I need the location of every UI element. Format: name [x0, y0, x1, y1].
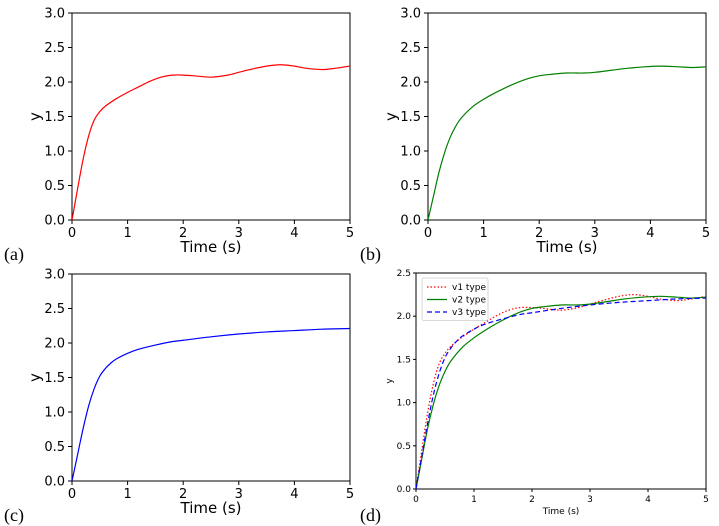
y-tick-label: 1.5	[44, 110, 65, 125]
y-tick-label: 2.5	[44, 302, 65, 317]
x-tick-label: 2	[535, 226, 543, 241]
y-tick-label: 1.0	[397, 399, 412, 409]
legend: v1 type v2 type v3 type	[421, 277, 489, 321]
y-tick-label: 1.0	[400, 145, 421, 160]
panel-label: (d)	[360, 505, 381, 526]
y-tick-label: 1.5	[400, 110, 421, 125]
y-tick-label: 1.0	[44, 145, 65, 160]
series-line-v1-type	[416, 293, 706, 489]
panel-label: (b)	[360, 244, 381, 265]
y-tick-label: 2.5	[44, 41, 65, 56]
y-tick-label: 3.0	[400, 7, 421, 22]
x-tick-label: 4	[645, 495, 651, 505]
y-tick-label: 0.5	[397, 442, 411, 452]
x-tick-label: 3	[235, 226, 243, 241]
plot-frame	[415, 272, 707, 490]
chart-panel-d: 0 1 2 3 4 5 0.0 0.5 1.0 1.5 2.0 2.5 Time (s) y (d) v1 t…	[360, 269, 709, 526]
x-tick-label: 2	[529, 495, 535, 505]
legend-entry: v2 type	[452, 296, 486, 306]
y-tick-label: 2.0	[44, 337, 65, 352]
x-tick-label: 4	[646, 226, 654, 241]
x-tick-label: 1	[479, 226, 487, 241]
legend-entry: v1 type	[452, 283, 486, 293]
y-tick-label: 0.5	[44, 179, 65, 194]
series-line-v3-type	[416, 297, 706, 489]
series-line-v1-type	[72, 64, 350, 220]
x-tick-label: 0	[68, 487, 76, 502]
y-tick-label: 2.0	[397, 312, 412, 322]
x-tick-label: 4	[290, 226, 298, 241]
panel-label: (a)	[4, 244, 24, 265]
y-tick-label: 0.0	[44, 475, 65, 490]
series-line-v2-type	[428, 65, 706, 220]
x-tick-label: 1	[471, 495, 477, 505]
y-tick-label: 0.5	[400, 179, 421, 194]
legend-box	[421, 277, 489, 321]
plot-frame	[71, 12, 351, 221]
x-axis-label: Time (s)	[542, 507, 580, 517]
y-tick-label: 3.0	[44, 7, 65, 22]
y-tick-label: 1.5	[397, 355, 411, 365]
chart-panel-a: 0 1 2 3 4 5 0.0 0.5 1.0 1.5 2.0 2.5 3.0 Time (s) y (a)	[4, 7, 354, 266]
x-tick-label: 3	[591, 226, 599, 241]
y-tick-label: 2.5	[397, 269, 411, 279]
chart-panel-c: 0 1 2 3 4 5 0.0 0.5 1.0 1.5 2.0 2.5 3.0 Time (s) y (c)	[4, 268, 354, 526]
plot-frame	[427, 12, 707, 221]
y-tick-label: 1.5	[44, 371, 65, 386]
x-axis-label: Time (s)	[180, 238, 242, 256]
x-tick-label: 0	[68, 226, 76, 241]
y-tick-label: 2.5	[400, 41, 421, 56]
x-tick-label: 4	[290, 487, 298, 502]
panel-label: (c)	[4, 505, 24, 526]
x-tick-label: 5	[703, 495, 709, 505]
x-tick-label: 1	[123, 226, 131, 241]
x-tick-label: 3	[235, 487, 243, 502]
y-axis-label: y	[385, 378, 395, 384]
plot-frame	[71, 273, 351, 482]
y-tick-label: 1.0	[44, 406, 65, 421]
x-tick-label: 2	[179, 226, 187, 241]
series-line-v3-type	[72, 327, 350, 481]
x-axis-label: Time (s)	[536, 238, 598, 256]
x-tick-label: 5	[346, 226, 354, 241]
x-tick-label: 0	[424, 226, 432, 241]
x-tick-label: 5	[702, 226, 710, 241]
y-tick-label: 0.0	[400, 214, 421, 229]
y-tick-label: 2.0	[400, 76, 421, 91]
x-axis-label: Time (s)	[180, 499, 242, 517]
y-axis-label: y	[382, 112, 400, 121]
chart-panel-b: 0 1 2 3 4 5 0.0 0.5 1.0 1.5 2.0 2.5 3.0 Time (s) y (b)	[360, 7, 710, 266]
series-line-v2-type	[416, 295, 706, 489]
legend-entry: v3 type	[452, 308, 486, 318]
x-tick-label: 3	[587, 495, 593, 505]
y-tick-label: 0.0	[397, 485, 412, 495]
x-tick-label: 1	[123, 487, 131, 502]
x-tick-label: 0	[413, 495, 419, 505]
y-tick-label: 3.0	[44, 268, 65, 283]
y-tick-label: 0.0	[44, 214, 65, 229]
x-tick-label: 2	[179, 487, 187, 502]
y-axis-label: y	[26, 112, 44, 121]
y-tick-label: 2.0	[44, 76, 65, 91]
y-tick-label: 0.5	[44, 440, 65, 455]
x-tick-label: 5	[346, 487, 354, 502]
y-axis-label: y	[26, 373, 44, 382]
